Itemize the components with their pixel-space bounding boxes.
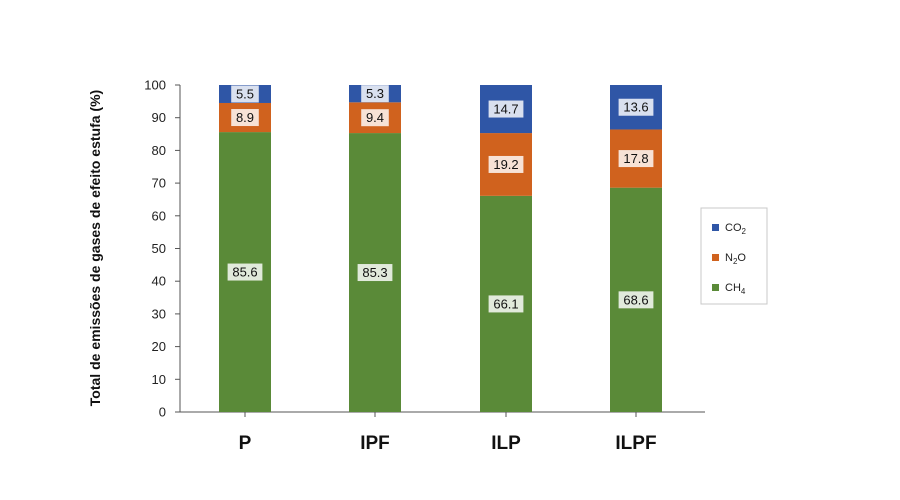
data-label: 17.8 [623, 151, 648, 166]
y-axis-label: Total de emissões de gases de efeito est… [87, 90, 103, 406]
x-category-label: P [239, 433, 252, 454]
legend-swatch-co2 [712, 224, 719, 231]
legend: CO2 N2O CH4 [700, 207, 768, 305]
data-label: 5.3 [366, 86, 384, 101]
legend-label-co2: CO2 [725, 222, 747, 236]
bars [219, 85, 662, 412]
y-tick-label: 30 [152, 306, 166, 321]
x-category-label: IPF [360, 433, 390, 454]
legend-swatch-ch4 [712, 284, 719, 291]
data-label: 85.3 [362, 265, 387, 280]
x-category-label: ILP [491, 433, 521, 454]
y-tick-label: 80 [152, 143, 166, 158]
data-label: 66.1 [493, 296, 518, 311]
data-label-bg [618, 291, 654, 309]
y-tick-label: 60 [152, 208, 166, 223]
data-label-bg [231, 85, 259, 103]
data-label-bg [227, 263, 263, 281]
y-tick-label: 100 [144, 78, 166, 93]
data-label-bg [618, 98, 654, 116]
data-label: 14.7 [493, 102, 518, 117]
x-category-label: ILPF [615, 433, 656, 454]
axes: 0 10 20 30 40 50 60 70 80 90 100 P IPF ILP ILPF [144, 78, 705, 454]
y-tick-label: 50 [152, 241, 166, 256]
data-label-bg [361, 109, 389, 127]
y-tick-label: 10 [152, 372, 166, 387]
data-label: 13.6 [623, 100, 648, 115]
data-label-bg [488, 155, 524, 173]
data-label: 8.9 [236, 110, 254, 125]
data-label: 5.5 [236, 86, 254, 101]
y-tick-label: 70 [152, 176, 166, 191]
data-label-bg [357, 264, 393, 282]
legend-swatch-n2o [712, 254, 719, 261]
data-label: 68.6 [623, 292, 648, 307]
y-tick-label: 20 [152, 339, 166, 354]
data-label: 9.4 [366, 110, 384, 125]
legend-label-ch4: CH4 [725, 282, 746, 296]
data-label: 85.6 [232, 265, 257, 280]
data-labels: 85.6 8.9 5.5 85.3 9.4 5.3 66.1 19.2 14.7 68.6 17.8… [227, 85, 654, 313]
y-tick-label: 40 [152, 274, 166, 289]
data-label-bg [488, 295, 524, 313]
data-label-bg [231, 109, 259, 127]
y-tick-label: 0 [159, 405, 166, 420]
data-label-bg [361, 85, 389, 103]
legend-label-n2o: N2O [725, 252, 746, 266]
y-tick-label: 90 [152, 110, 166, 125]
data-label: 19.2 [493, 157, 518, 172]
data-label-bg [618, 150, 654, 168]
data-label-bg [488, 100, 524, 118]
